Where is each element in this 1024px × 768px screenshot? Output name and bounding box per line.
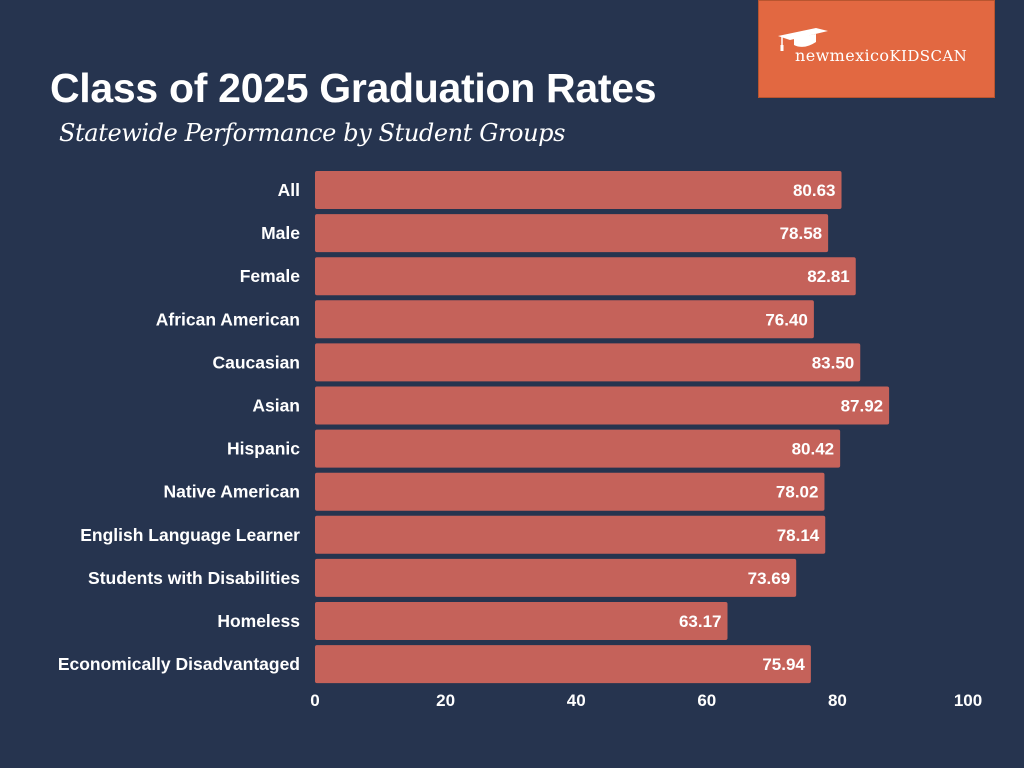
value-label-all: 80.63 [793,181,836,200]
value-label-english-language-learner: 78.14 [777,526,820,545]
bar-male [315,214,829,253]
x-tick-label-40: 40 [567,691,586,710]
category-label-female: Female [240,266,301,286]
bar-all [315,171,842,209]
x-tick-label-100: 100 [954,691,982,710]
category-label-economically-disadvantaged: Economically Disadvantaged [58,654,300,674]
bar-caucasian [315,343,861,382]
category-label-all: All [278,180,300,200]
value-label-native-american: 78.02 [776,483,819,502]
bar-economically-disadvantaged [315,645,811,684]
value-label-economically-disadvantaged: 75.94 [762,655,805,674]
logo-text-kidscan: KIDSCAN [889,47,968,65]
bar-asian [315,386,890,425]
x-tick-label-0: 0 [310,691,319,710]
x-tick-label-20: 20 [436,691,455,710]
graduation-cap-icon [778,28,828,51]
bar-english-language-learner [315,515,826,554]
value-label-hispanic: 80.42 [792,440,835,459]
bar-native-american [315,472,825,511]
category-label-asian: Asian [252,396,300,416]
value-label-caucasian: 83.50 [812,353,855,372]
logo-text-new: new [795,46,830,65]
category-label-homeless: Homeless [217,611,300,631]
value-label-female: 82.81 [807,267,850,286]
category-label-english-language-learner: English Language Learner [80,525,300,545]
chart-title: Class of 2025 Graduation Rates [50,65,657,111]
value-label-male: 78.58 [780,224,823,243]
bar-hispanic [315,429,841,468]
category-label-male: Male [261,223,300,243]
category-label-african-american: African American [156,309,300,329]
category-label-students-with-disabilities: Students with Disabilities [88,568,300,588]
bar-female [315,257,856,296]
value-label-asian: 87.92 [841,397,884,416]
bar-students-with-disabilities [315,558,797,597]
value-label-african-american: 76.40 [765,310,808,329]
logo-text-mexico: mexico [829,46,890,65]
category-label-hispanic: Hispanic [227,439,300,459]
brand-logo-text: newmexicoKIDSCAN [795,46,967,65]
chart-subtitle: Statewide Performance by Student Groups [59,119,566,147]
category-label-caucasian: Caucasian [212,352,300,372]
value-label-homeless: 63.17 [679,612,722,631]
x-tick-label-80: 80 [828,691,847,710]
bar-african-american [315,300,814,339]
category-label-native-american: Native American [164,482,301,502]
value-label-students-with-disabilities: 73.69 [748,569,791,588]
x-tick-label-60: 60 [697,691,716,710]
bar-homeless [315,602,728,640]
brand-logo[interactable]: newmexicoKIDSCAN [758,0,995,98]
